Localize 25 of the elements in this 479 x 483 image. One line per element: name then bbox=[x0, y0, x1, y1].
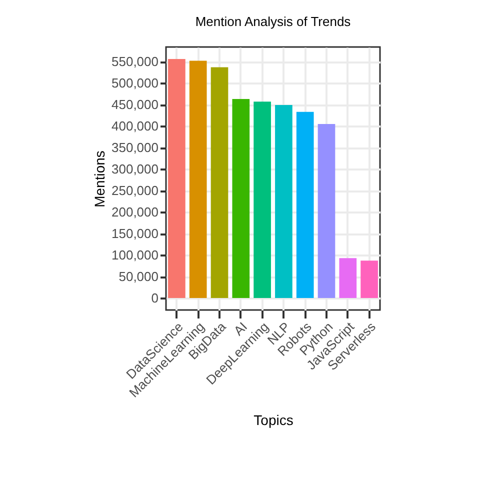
bar bbox=[339, 258, 357, 298]
y-tick-label: 300,000 bbox=[112, 162, 158, 177]
y-tick-label: 250,000 bbox=[112, 183, 158, 198]
bar bbox=[296, 112, 314, 298]
bar bbox=[189, 60, 207, 298]
bar bbox=[360, 260, 378, 298]
y-tick-label: 0 bbox=[151, 290, 158, 306]
y-tick-label: 200,000 bbox=[112, 204, 158, 220]
y-tick-label: 50,000 bbox=[118, 269, 158, 284]
y-tick-label: 100,000 bbox=[112, 248, 158, 263]
y-tick-label: 350,000 bbox=[112, 140, 158, 156]
bar bbox=[318, 124, 336, 298]
y-tick-label: 150,000 bbox=[112, 226, 158, 242]
x-axis-title: Topics bbox=[254, 412, 294, 428]
bar bbox=[168, 59, 186, 298]
bar bbox=[210, 67, 228, 298]
y-tick-label: 400,000 bbox=[112, 118, 158, 134]
chart-title: Mention Analysis of Trends bbox=[195, 14, 352, 29]
y-tick-label: 500,000 bbox=[112, 76, 158, 91]
y-axis-title: Mentions bbox=[92, 150, 108, 208]
bar bbox=[232, 99, 250, 298]
y-tick-label: 550,000 bbox=[112, 54, 158, 70]
y-tick-label: 450,000 bbox=[112, 97, 158, 112]
bar bbox=[275, 105, 292, 298]
bar bbox=[254, 102, 271, 298]
